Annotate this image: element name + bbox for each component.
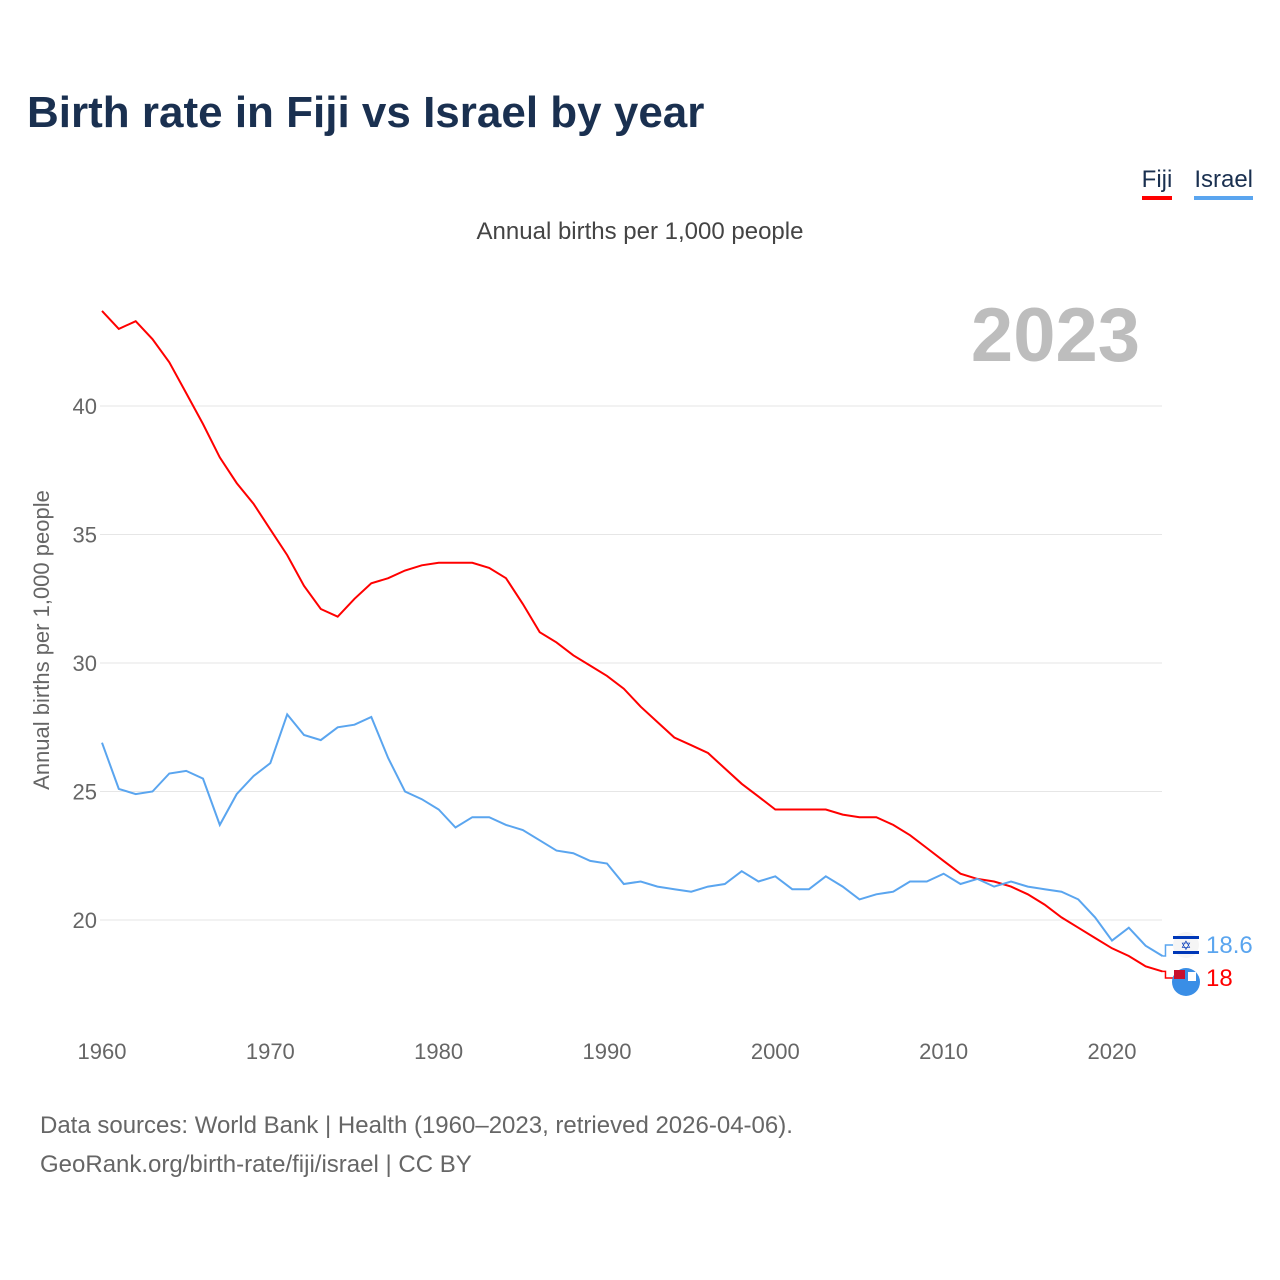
legend-item-israel[interactable]: Israel: [1194, 166, 1253, 200]
y-tick-label: 20: [73, 908, 97, 933]
x-tick-label: 1970: [246, 1039, 295, 1064]
series-line-fiji: [101, 310, 1163, 973]
chart-subtitle: Annual births per 1,000 people: [476, 218, 804, 245]
year-label: 2023: [970, 293, 1140, 378]
x-tick-label: 2010: [919, 1039, 968, 1064]
y-tick-label: 25: [73, 780, 97, 805]
star-of-david-icon: ✡: [1181, 938, 1192, 953]
end-connector: [1162, 970, 1177, 979]
data-source: Data sources: World Bank | Health (1960–…: [40, 1112, 793, 1139]
flag-stripe: [1173, 936, 1199, 939]
legend-item-fiji[interactable]: Fiji: [1141, 166, 1173, 200]
x-tick-label: 1960: [78, 1039, 127, 1064]
end-value-label-fiji: 18: [1206, 965, 1233, 992]
end-connector: [1162, 944, 1177, 957]
flag-shield: [1188, 972, 1196, 981]
x-tick-label: 1980: [414, 1039, 463, 1064]
x-tick-label: 1990: [583, 1039, 632, 1064]
series-line-israel: [101, 712, 1164, 957]
source-link[interactable]: GeoRank.org/birth-rate/fiji/israel | CC …: [40, 1151, 472, 1178]
x-tick-label: 2020: [1088, 1039, 1137, 1064]
x-tick-label: 2000: [751, 1039, 800, 1064]
flag-stripe: [1173, 951, 1199, 954]
y-tick-label: 30: [73, 651, 97, 676]
chart-title: Birth rate in Fiji vs Israel by year: [27, 88, 705, 137]
flag-canton: [1174, 970, 1185, 979]
y-tick-label: 40: [73, 394, 97, 419]
legend: Fiji Israel: [1141, 166, 1253, 200]
end-value-label-israel: 18.6: [1206, 932, 1253, 959]
y-tick-label: 35: [73, 523, 97, 548]
footer: Data sources: World Bank | Health (1960–…: [40, 1106, 793, 1184]
